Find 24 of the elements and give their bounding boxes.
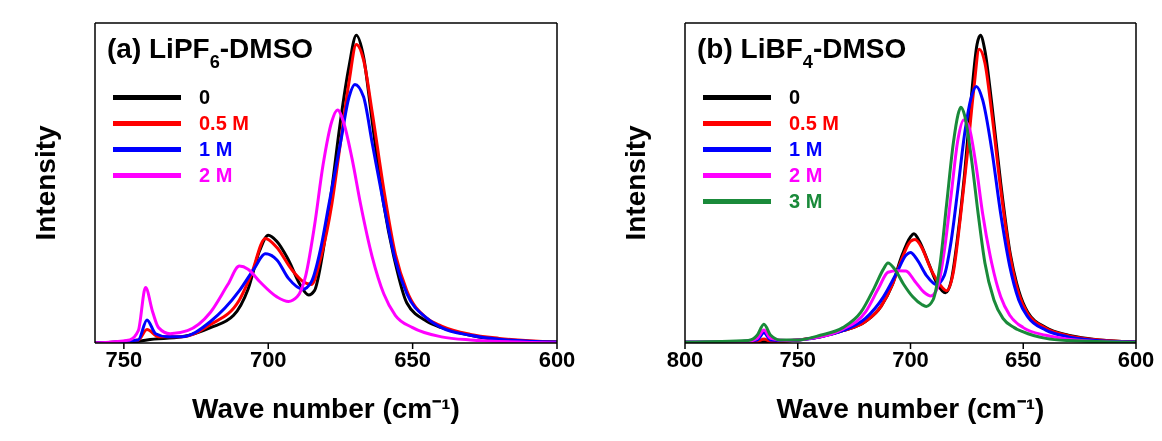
x-tick-label: 750	[779, 346, 817, 372]
x-tick-label: 650	[1004, 346, 1042, 372]
x-tick-label: 650	[394, 346, 431, 372]
x-tick-label: 700	[892, 346, 929, 372]
legend-label: 0.5 M	[199, 112, 250, 134]
y-axis-title: Intensity	[29, 125, 61, 241]
x-tick-label: 700	[249, 346, 287, 372]
y-axis-title: Intensity	[619, 125, 651, 241]
chart-title: (a) LiPF$_{6}$-DMSO	[107, 33, 314, 72]
x-tick-label: 800	[666, 346, 704, 372]
x-tick-label: 750	[105, 346, 143, 372]
legend-label: 3 M	[789, 190, 823, 212]
legend-label: 2 M	[789, 164, 823, 186]
legend-label: 0	[199, 86, 211, 108]
x-tick-label: 600	[538, 346, 576, 372]
legend-label: 1 M	[789, 138, 823, 160]
x-tick-label: 600	[1117, 346, 1155, 372]
legend-label: 0.5 M	[789, 112, 840, 134]
legend-label: 1 M	[199, 138, 233, 160]
chart-title: (b) LiBF$_{4}$-DMSO	[697, 33, 907, 72]
legend-label: 2 M	[199, 164, 233, 186]
legend-label: 0	[789, 86, 801, 108]
x-axis-title: Wave number (cm⁻¹)	[776, 393, 1045, 424]
x-axis-title: Wave number (cm⁻¹)	[192, 393, 460, 424]
